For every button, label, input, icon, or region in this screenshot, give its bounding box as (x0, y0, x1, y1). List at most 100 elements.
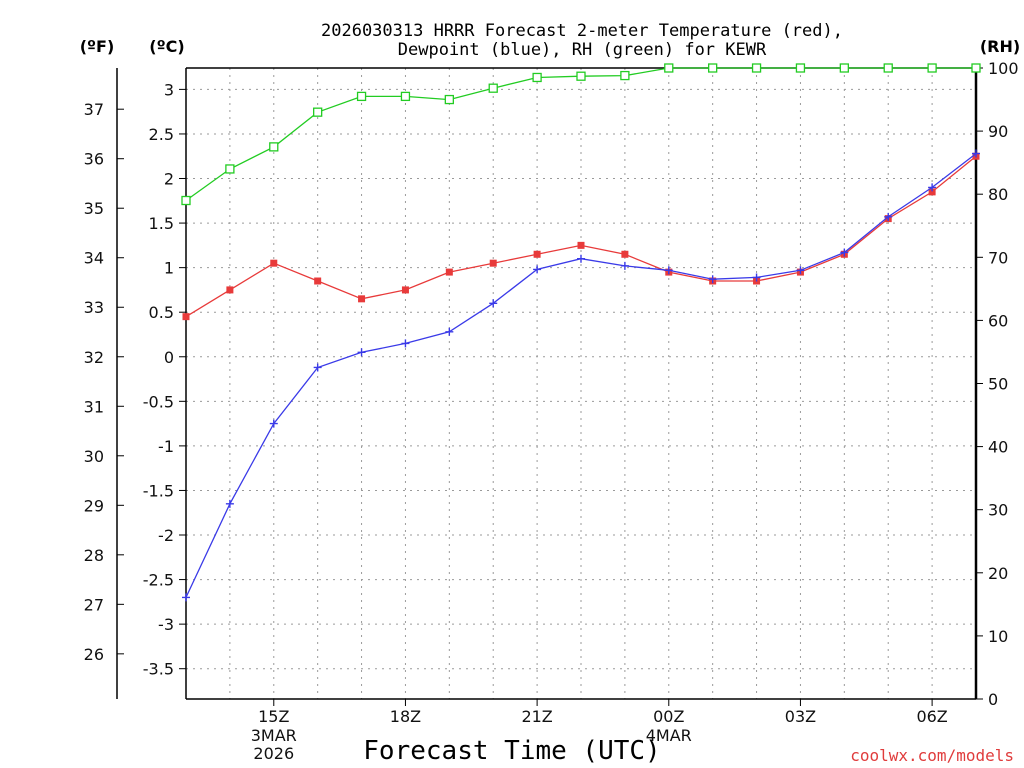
fahrenheit-unit-label: (ºF) (80, 37, 115, 56)
rh-point (313, 107, 323, 117)
fahrenheit-tick-label: 32 (84, 348, 104, 367)
celsius-tick-label: -1 (158, 437, 174, 456)
dewpoint-point (357, 348, 366, 357)
celsius-tick-label: -3.5 (143, 660, 174, 679)
chart-title-line-1: 2026030313 HRRR Forecast 2-meter Tempera… (321, 21, 843, 41)
celsius-tick-label: 0 (164, 348, 174, 367)
dewpoint-point (313, 363, 322, 372)
temperature-point (182, 313, 190, 321)
temperature-point (226, 286, 234, 294)
temperature-point (621, 250, 629, 258)
temperature-point (577, 241, 585, 249)
celsius-tick-label: -2.5 (143, 571, 174, 590)
fahrenheit-tick-label: 36 (84, 150, 104, 169)
source-credit: coolwx.com/models (850, 746, 1014, 765)
rh-unit-label: (RH) (980, 37, 1020, 56)
dewpoint-point (401, 339, 410, 348)
temperature-point (445, 268, 453, 276)
rh-tick-label: 0 (988, 690, 998, 709)
dewpoint-point (928, 183, 937, 192)
rh-tick-label: 90 (988, 122, 1008, 141)
fahrenheit-tick-label: 28 (84, 546, 104, 565)
fahrenheit-tick-label: 27 (84, 595, 104, 614)
rh-point (664, 63, 674, 73)
dewpoint-point (445, 327, 454, 336)
rh-point (269, 142, 279, 152)
rh-point (708, 63, 718, 73)
x-tick-label: 00Z (653, 707, 684, 726)
celsius-tick-label: 3 (164, 80, 174, 99)
rh-point (971, 63, 981, 73)
rh-point (444, 94, 454, 105)
fahrenheit-tick-label: 35 (84, 199, 104, 218)
celsius-tick-label: -3 (158, 615, 174, 634)
dewpoint-point (796, 266, 805, 275)
temperature-point (358, 295, 366, 303)
dewpoint-point (182, 593, 190, 602)
dewpoint-point (664, 266, 673, 275)
fahrenheit-tick-label: 30 (84, 447, 104, 466)
rh-tick-label: 20 (988, 564, 1008, 583)
celsius-tick-label: 1.5 (149, 214, 174, 233)
temperature-point (401, 286, 409, 294)
x-tick-label: 15Z (258, 707, 289, 726)
rh-tick-label: 70 (988, 248, 1008, 267)
celsius-tick-label: 1 (164, 259, 174, 278)
celsius-tick-label: -1.5 (143, 481, 174, 500)
celsius-tick-label: -0.5 (143, 392, 174, 411)
fahrenheit-tick-label: 34 (84, 249, 104, 268)
dewpoint-point (225, 499, 234, 508)
rh-point (751, 63, 762, 73)
rh-point (795, 63, 806, 73)
chart-title-line-2: Dewpoint (blue), RH (green) for KEWR (398, 40, 767, 60)
dewpoint-point (840, 248, 849, 257)
celsius-tick-label: 2 (164, 170, 174, 189)
celsius-tick-label: -2 (158, 526, 174, 545)
x-tick-label: 18Z (390, 707, 421, 726)
fahrenheit-tick-label: 26 (84, 645, 104, 664)
celsius-tick-label: 2.5 (149, 125, 174, 144)
rh-point (576, 71, 586, 81)
x-tick-sublabel: 3MAR (251, 726, 297, 745)
axis-ticks: -3.5 -3 -2.5 -2 -1.5 -1 -0.5 0 0.5 1 1.5 2 2.5 3 26 27 2… (84, 59, 1019, 763)
dewpoint-point (884, 212, 893, 221)
fahrenheit-tick-label: 29 (84, 496, 104, 515)
rh-point (927, 63, 937, 73)
x-tick-label: 06Z (916, 707, 947, 726)
rh-point (488, 83, 498, 93)
dewpoint-point (752, 273, 761, 282)
dewpoint-point (972, 149, 980, 158)
x-tick-label: 03Z (785, 707, 816, 726)
rh-tick-label: 30 (988, 501, 1008, 520)
dewpoint-point (533, 265, 542, 274)
dewpoint-point (708, 275, 717, 284)
x-tick-label: 21Z (521, 707, 552, 726)
fahrenheit-tick-label: 33 (84, 298, 104, 317)
celsius-tick-label: 0.5 (149, 303, 174, 322)
temperature-point (928, 188, 936, 196)
rh-point (400, 91, 411, 102)
rh-tick-label: 10 (988, 627, 1008, 646)
rh-tick-label: 50 (988, 375, 1008, 394)
dewpoint-point (577, 254, 585, 263)
rh-point (620, 70, 630, 81)
x-tick-sublabel: 2026 (253, 744, 294, 763)
fahrenheit-tick-label: 31 (84, 397, 104, 416)
temperature-point (314, 277, 322, 285)
rh-tick-label: 60 (988, 311, 1008, 330)
celsius-unit-label: (ºC) (149, 37, 184, 56)
rh-point (839, 63, 849, 73)
dewpoint-point (269, 419, 278, 428)
grid-lines (186, 68, 976, 699)
data-series (181, 63, 981, 602)
x-tick-sublabel: 4MAR (646, 726, 692, 745)
temperature-point (489, 259, 497, 267)
temperature-point (533, 250, 541, 258)
rh-tick-label: 80 (988, 185, 1008, 204)
x-axis-title: Forecast Time (UTC) (363, 736, 660, 766)
rh-point (532, 72, 542, 83)
rh-tick-label: 100 (988, 59, 1019, 78)
dewpoint-point (489, 299, 498, 308)
dewpoint-point (620, 261, 629, 270)
